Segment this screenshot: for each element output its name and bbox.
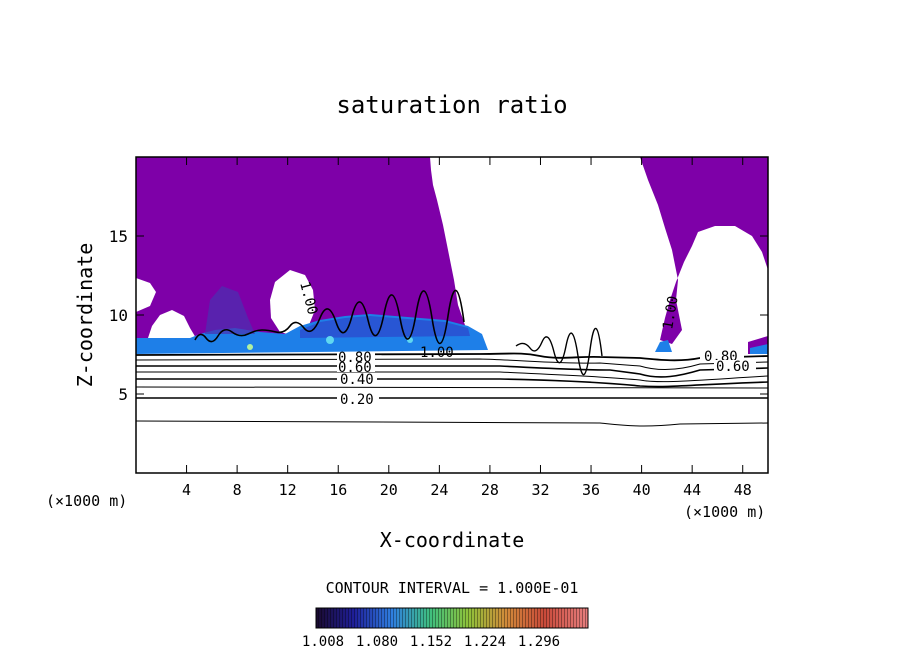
chart-title: saturation ratio bbox=[336, 91, 567, 119]
x-tick-label: 16 bbox=[329, 481, 347, 499]
colorbar: 1.008 1.080 1.152 1.224 1.296 bbox=[302, 607, 589, 650]
x-tick-label: 24 bbox=[430, 481, 448, 499]
colorbar-label: 1.224 bbox=[464, 634, 506, 650]
contour-label: 0.60 bbox=[716, 359, 750, 375]
x-axis-label: X-coordinate bbox=[380, 528, 525, 552]
contour-label: 1.00 bbox=[660, 295, 682, 331]
bright-spot bbox=[247, 344, 253, 350]
colorbar-label: 1.080 bbox=[356, 634, 398, 650]
clear-pocket-1 bbox=[136, 278, 156, 312]
x-unit-label-left: (×1000 m) bbox=[46, 492, 127, 510]
x-tick-label: 12 bbox=[279, 481, 297, 499]
contour-label: 0.40 bbox=[340, 372, 374, 388]
x-tick-label: 48 bbox=[734, 481, 752, 499]
x-tick-label: 4 bbox=[182, 481, 191, 499]
x-tick-label: 32 bbox=[531, 481, 549, 499]
moist-cell-right bbox=[655, 340, 672, 352]
contour-line-1.00 bbox=[194, 289, 465, 345]
x-axis: 4 8 12 16 20 24 28 32 36 40 44 48 bbox=[182, 157, 752, 499]
clear-pocket-3 bbox=[270, 270, 315, 336]
contour-labels: 1.00 1.00 1.00 0.80 0.60 0.40 0.20 0.80 … bbox=[296, 280, 756, 408]
plot-area: 1.00 1.00 1.00 0.80 0.60 0.40 0.20 0.80 … bbox=[135, 156, 769, 474]
y-tick-label: 10 bbox=[109, 306, 128, 325]
colorbar-label: 1.008 bbox=[302, 634, 344, 650]
x-tick-label: 8 bbox=[233, 481, 242, 499]
y-axis-label: Z-coordinate bbox=[73, 243, 97, 388]
clear-pocket-2 bbox=[148, 310, 196, 338]
contour-label: 0.20 bbox=[340, 392, 374, 408]
saturated-region-right bbox=[640, 157, 768, 344]
x-tick-label: 44 bbox=[683, 481, 701, 499]
x-unit-label-right: (×1000 m) bbox=[684, 503, 765, 521]
x-tick-label: 28 bbox=[481, 481, 499, 499]
colorbar-label: 1.296 bbox=[518, 634, 560, 650]
contour-interval-label: CONTOUR INTERVAL = 1.000E-01 bbox=[326, 579, 579, 597]
contour-line-1.00 bbox=[515, 327, 603, 376]
y-tick-label: 5 bbox=[118, 385, 128, 404]
y-tick-label: 15 bbox=[109, 227, 128, 246]
moist-strip-right bbox=[750, 344, 768, 354]
bright-spot bbox=[326, 336, 334, 344]
colorbar-label: 1.152 bbox=[410, 634, 452, 650]
x-tick-label: 20 bbox=[380, 481, 398, 499]
contour-label: 0.60 bbox=[338, 360, 372, 376]
y-axis: 5 10 15 bbox=[109, 227, 768, 404]
x-tick-label: 36 bbox=[582, 481, 600, 499]
x-tick-label: 40 bbox=[633, 481, 651, 499]
moist-cell-dark bbox=[205, 286, 255, 334]
contour-lines bbox=[135, 352, 769, 427]
contour-label: 1.00 bbox=[420, 345, 454, 361]
